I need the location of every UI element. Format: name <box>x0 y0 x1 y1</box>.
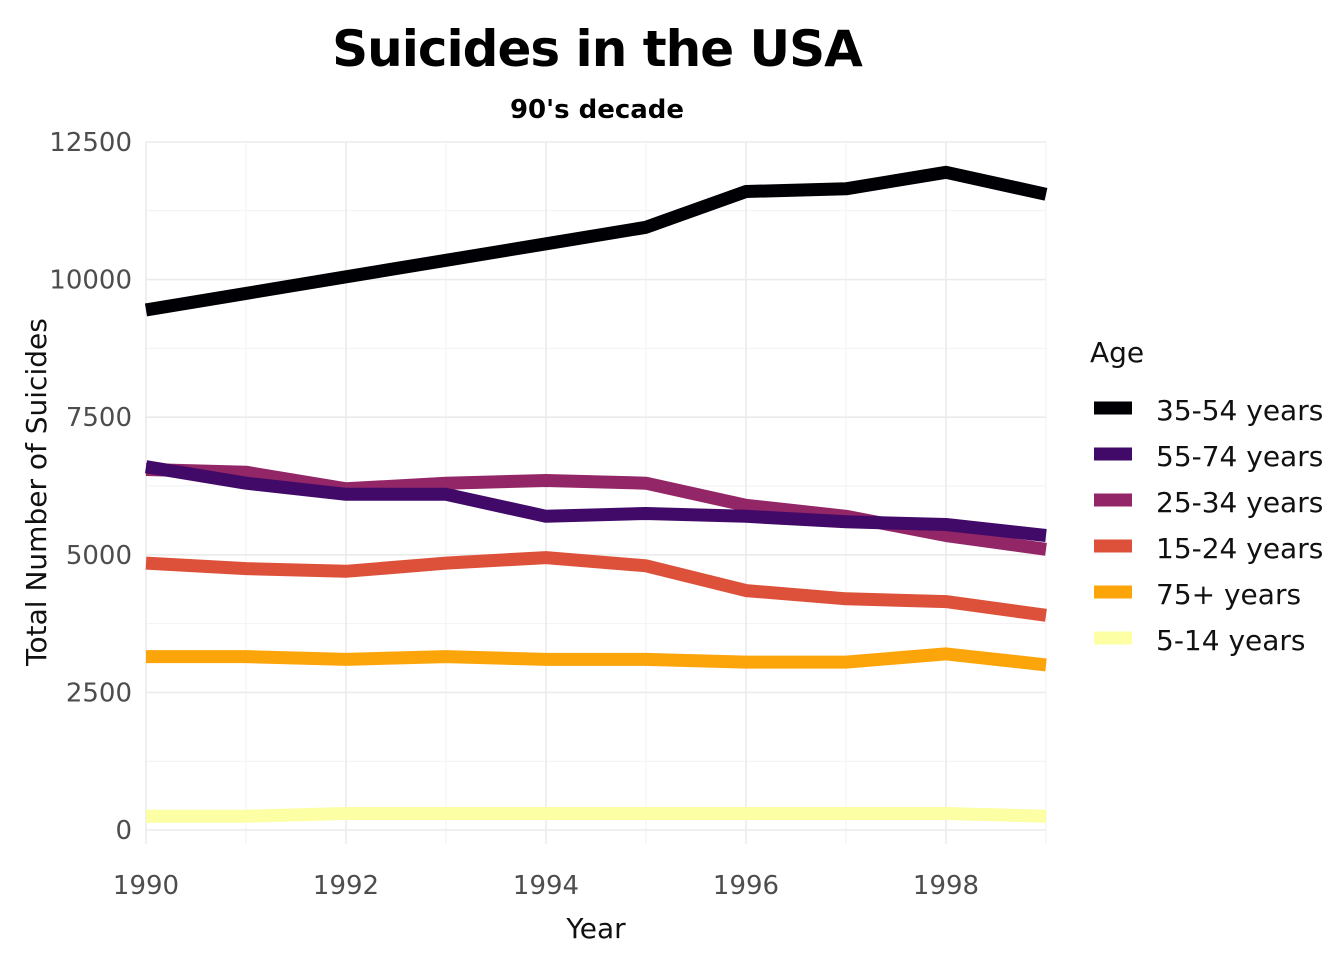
y-tick-label: 12500 <box>49 128 132 158</box>
y-tick-label: 10000 <box>49 266 132 296</box>
series-line-5-14-years <box>146 807 1047 823</box>
legend-label: 35-54 years <box>1156 394 1323 427</box>
y-tick-label: 0 <box>115 816 132 846</box>
y-tick-label: 5000 <box>66 541 132 571</box>
series-lines <box>144 165 1048 823</box>
legend-label: 5-14 years <box>1156 624 1306 657</box>
series-line-15-24-years <box>145 551 1047 622</box>
legend-title: Age <box>1090 336 1144 369</box>
y-tick-label: 2500 <box>66 678 132 708</box>
series-line-35-54-years <box>144 165 1048 317</box>
legend: Age 35-54 years 55-74 years 25-34 years 15-… <box>1090 336 1323 657</box>
series-line-75-years <box>146 647 1047 672</box>
legend-label: 25-34 years <box>1156 486 1323 519</box>
x-axis-title: Year <box>565 912 626 945</box>
x-tick-label: 1998 <box>913 871 979 901</box>
x-tick-label: 1996 <box>713 871 779 901</box>
x-tick-label: 1990 <box>113 871 179 901</box>
chart-subtitle: 90's decade <box>510 95 684 125</box>
legend-label: 15-24 years <box>1156 532 1323 565</box>
y-axis-ticks: 0 2500 5000 7500 10000 12500 <box>49 128 132 846</box>
y-tick-label: 7500 <box>66 403 132 433</box>
x-axis-ticks: 1990 1992 1994 1996 1998 <box>113 871 979 901</box>
y-axis-title: Total Number of Suicides <box>20 318 53 667</box>
series-line-55-74-years <box>144 460 1047 542</box>
x-tick-label: 1992 <box>313 871 379 901</box>
legend-label: 55-74 years <box>1156 440 1323 473</box>
chart-title: Suicides in the USA <box>332 20 863 78</box>
legend-label: 75+ years <box>1156 578 1301 611</box>
legend-items: 35-54 years 55-74 years 25-34 years 15-24 y… <box>1094 394 1323 657</box>
x-tick-label: 1994 <box>513 871 579 901</box>
